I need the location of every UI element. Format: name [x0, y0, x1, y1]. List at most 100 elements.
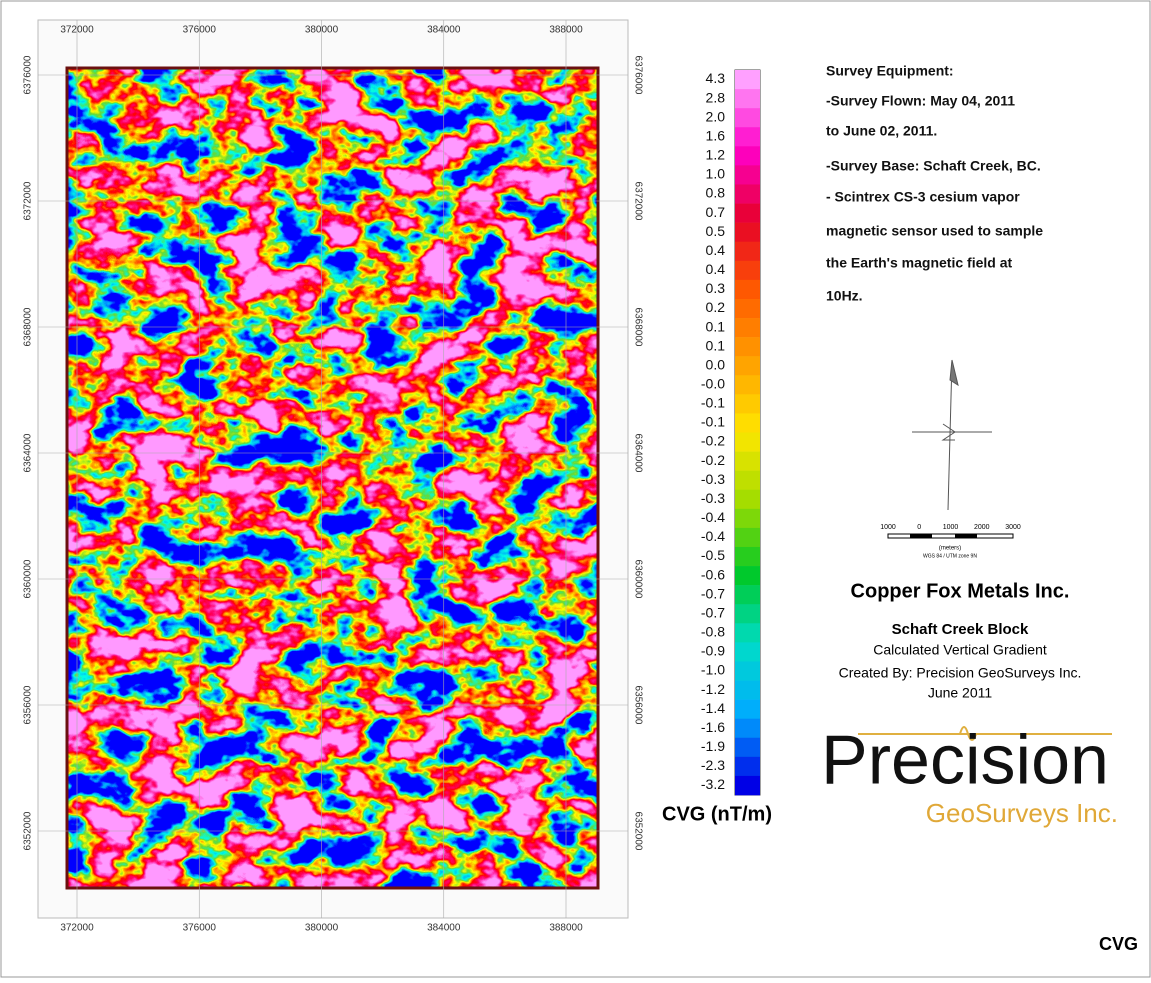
survey-info-line: 10Hz. [826, 288, 863, 304]
x-coord-label: 384000 [427, 923, 461, 934]
legend-swatch [735, 242, 760, 261]
y-coord-label: 6372000 [632, 182, 643, 221]
legend-label: -0.1 [701, 414, 725, 430]
legend-swatch [735, 184, 760, 203]
scale-label: 2000 [974, 524, 990, 531]
legend-label: -1.0 [701, 662, 725, 678]
survey-info-line: Survey Equipment: [826, 63, 954, 79]
x-coord-label: 376000 [183, 25, 217, 36]
y-coord-label: 6376000 [632, 56, 643, 95]
y-coord-label: 6368000 [23, 307, 34, 346]
legend-swatch [735, 700, 760, 719]
y-coord-label: 6364000 [632, 434, 643, 473]
legend-label: 1.0 [706, 166, 726, 182]
y-coord-label: 6372000 [23, 181, 34, 220]
legend-swatch [735, 681, 760, 700]
legend-swatch [735, 223, 760, 242]
legend-label: 4.3 [706, 70, 726, 86]
legend-swatch [735, 413, 760, 432]
legend-swatch [735, 318, 760, 337]
legend-swatch [735, 394, 760, 413]
x-coord-label: 388000 [549, 923, 583, 934]
scale-unit: (meters) [939, 546, 961, 552]
legend-swatch [735, 776, 760, 795]
legend-swatch [735, 738, 760, 757]
logo-sub: GeoSurveys Inc. [926, 798, 1118, 828]
y-coord-label: 6376000 [23, 55, 34, 94]
survey-info-line: - Scintrex CS-3 cesium vapor [826, 189, 1020, 205]
legend-swatch [735, 89, 760, 108]
legend-label: -1.2 [701, 681, 725, 697]
cvg-grid [67, 68, 598, 888]
legend-swatch [735, 299, 760, 318]
legend-label: -0.2 [701, 433, 725, 449]
legend-label: 0.4 [706, 242, 726, 258]
legend-label: -0.4 [701, 509, 725, 525]
x-coord-label: 376000 [183, 923, 217, 934]
y-coord-label: 6364000 [23, 433, 34, 472]
y-coord-label: 6360000 [23, 559, 34, 598]
legend-swatch [735, 623, 760, 642]
legend-swatch [735, 280, 760, 299]
corner-label: CVG [1099, 934, 1138, 954]
scale-bar [888, 534, 1013, 538]
legend-swatch [735, 566, 760, 585]
survey-info-line: -Survey Base: Schaft Creek, BC. [826, 158, 1041, 174]
legend-swatch [735, 547, 760, 566]
legend-label: 0.3 [706, 280, 726, 296]
legend-label: -2.3 [701, 757, 725, 773]
map-sheet: 3720003720003760003760003800003800003840… [0, 0, 1151, 978]
legend-label: -0.7 [701, 604, 725, 620]
legend-label: -0.8 [701, 624, 725, 640]
legend-swatch [735, 433, 760, 452]
legend-swatch [735, 490, 760, 509]
legend-label: -3.2 [701, 776, 725, 792]
legend-title: CVG (nT/m) [662, 803, 772, 825]
scale-label: 1000 [943, 524, 959, 531]
legend-label: -0.0 [701, 376, 725, 392]
survey-info-line: magnetic sensor used to sample [826, 223, 1043, 239]
legend-swatch [735, 146, 760, 165]
legend-label: 0.8 [706, 185, 726, 201]
created-by: Created By: Precision GeoSurveys Inc. [839, 665, 1082, 681]
x-coord-label: 380000 [305, 923, 339, 934]
legend-swatch [735, 471, 760, 490]
legend-label: 0.0 [706, 356, 726, 372]
scale-label: 1000 [880, 524, 896, 531]
legend-label: -0.6 [701, 566, 725, 582]
product: Calculated Vertical Gradient [873, 642, 1047, 658]
legend-label: -0.3 [701, 471, 725, 487]
y-coord-label: 6352000 [23, 811, 34, 850]
legend-label: -1.9 [701, 738, 725, 754]
block-name: Schaft Creek Block [892, 621, 1029, 638]
legend-label: -0.3 [701, 490, 725, 506]
legend-label: 0.5 [706, 223, 726, 239]
projection: WGS 84 / UTM zone 9N [923, 553, 977, 559]
legend-label: 0.1 [706, 337, 726, 353]
legend-label: -0.1 [701, 395, 725, 411]
legend-label: -0.2 [701, 452, 725, 468]
legend-swatch [735, 261, 760, 280]
legend-label: 0.4 [706, 261, 726, 277]
legend-swatch [735, 642, 760, 661]
legend-swatch [735, 204, 760, 223]
survey-info-line: to June 02, 2011. [826, 123, 937, 139]
legend-label: -1.4 [701, 700, 725, 716]
legend-label: 0.7 [706, 204, 726, 220]
legend-label: 2.8 [706, 89, 726, 105]
legend-label: 1.6 [706, 127, 726, 143]
legend-label: 0.1 [706, 318, 726, 334]
legend-swatch [735, 452, 760, 471]
legend-swatch [735, 719, 760, 738]
y-coord-label: 6360000 [632, 560, 643, 599]
legend-swatch [735, 757, 760, 776]
legend-label: -0.9 [701, 643, 725, 659]
x-coord-label: 372000 [60, 25, 94, 36]
company: Copper Fox Metals Inc. [851, 580, 1070, 602]
legend-label: 1.2 [706, 147, 726, 163]
legend-swatch [735, 604, 760, 623]
y-coord-label: 6368000 [632, 308, 643, 347]
legend-label: -0.5 [701, 547, 725, 563]
survey-info-line: the Earth's magnetic field at [826, 255, 1012, 271]
x-coord-label: 388000 [549, 25, 583, 36]
